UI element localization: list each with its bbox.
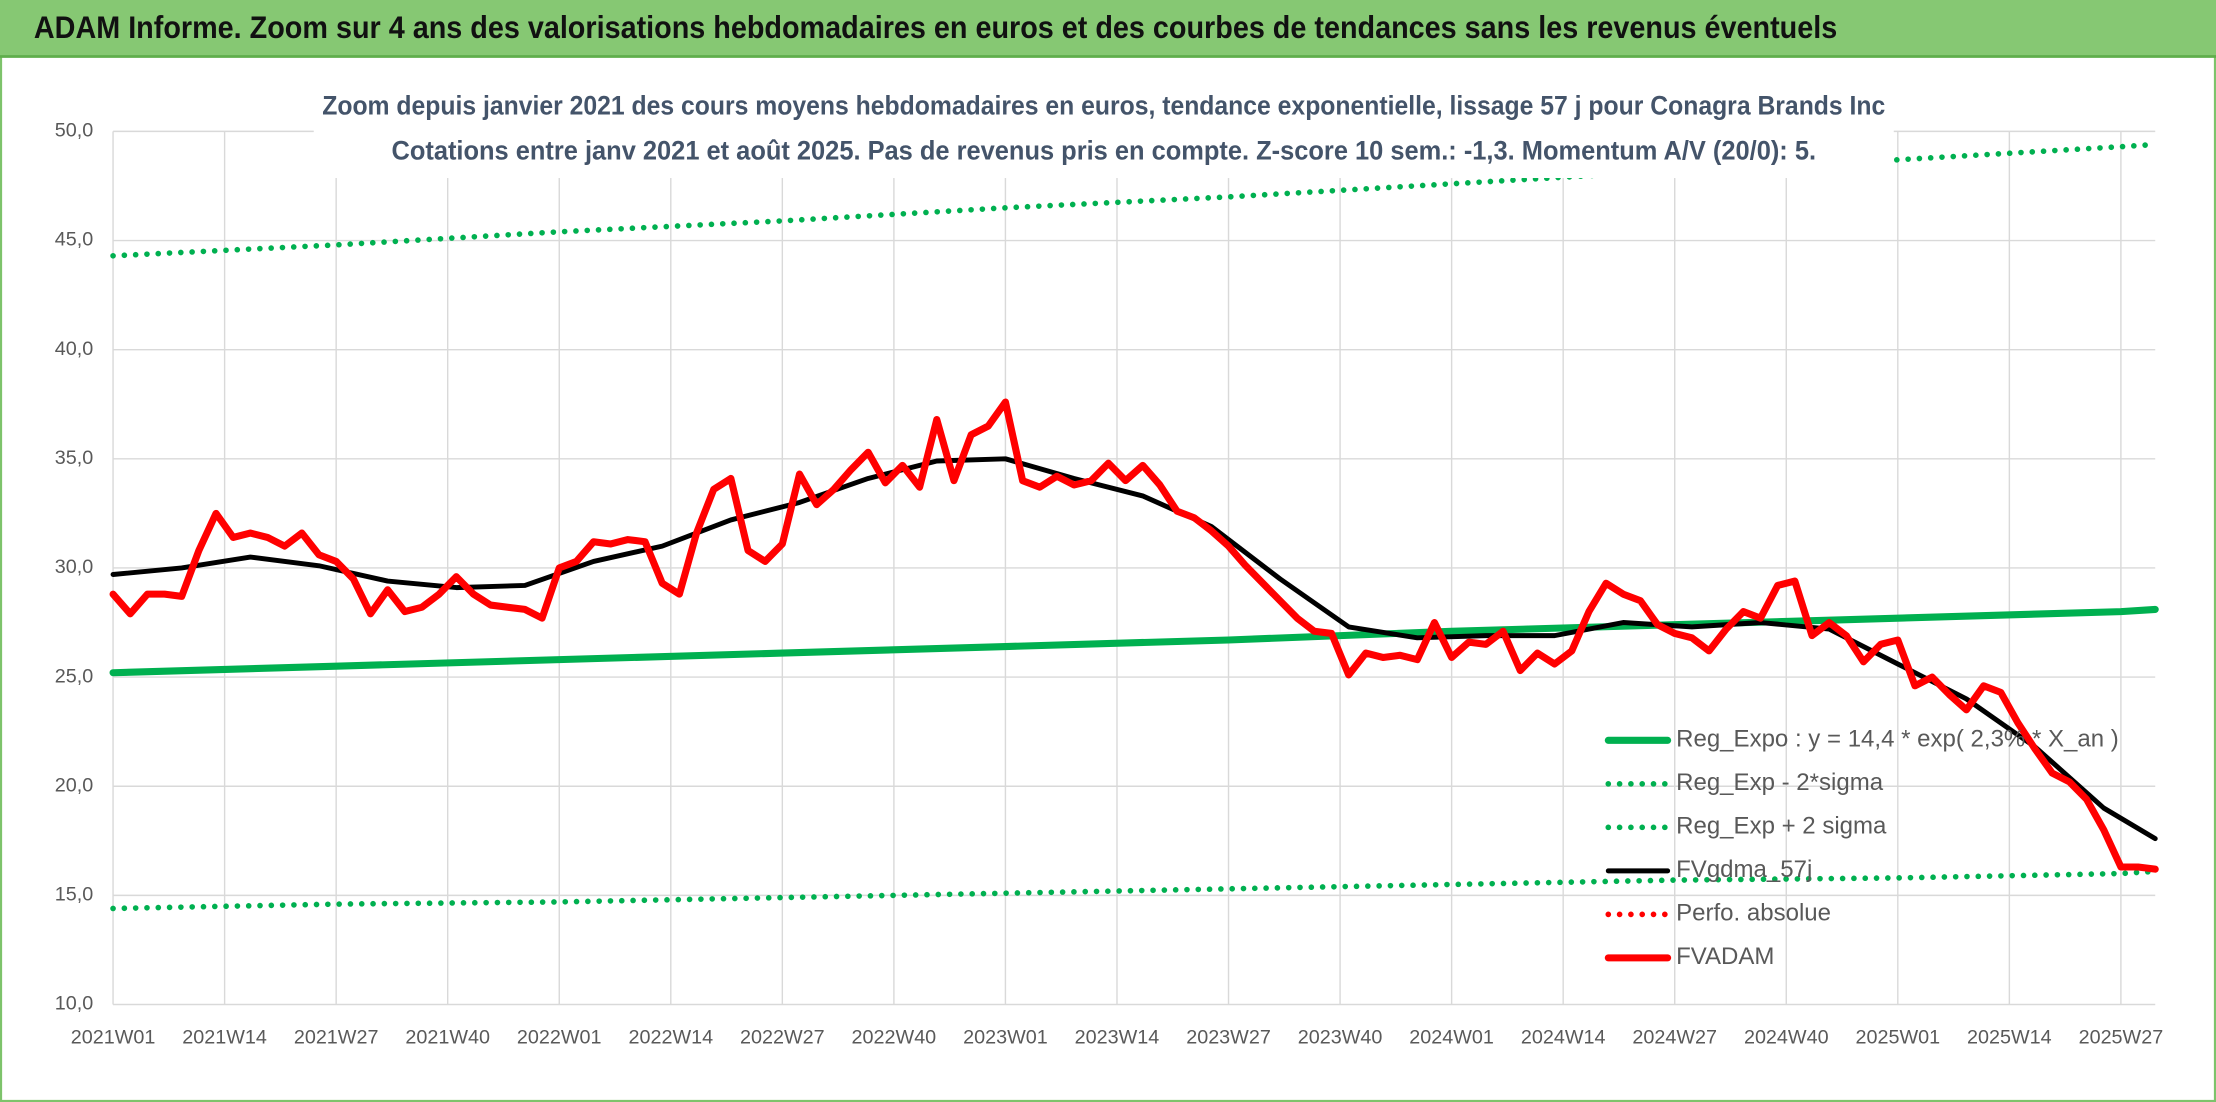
x-tick-label: 2024W14: [1521, 1027, 1606, 1049]
subtitle: Cotations entre janv 2021 et août 2025. …: [391, 136, 1816, 166]
x-tick-label: 2024W40: [1744, 1027, 1829, 1049]
x-tick-label: 2024W27: [1632, 1027, 1717, 1049]
x-tick-label: 2024W01: [1409, 1027, 1494, 1049]
legend: Reg_Expo : y = 14,4 * exp( 2,3% * X_an )…: [1604, 726, 2119, 970]
plot: [109, 141, 2159, 912]
x-tick-label: 2022W40: [852, 1027, 937, 1049]
x-tick-label: 2021W40: [405, 1027, 490, 1049]
subtitle-box: [313, 81, 1894, 179]
chart-title: ADAM Informe. Zoom sur 4 ans des valoris…: [34, 10, 1837, 45]
x-tick-label: 2021W27: [294, 1027, 379, 1049]
series-line: [109, 398, 2159, 873]
x-tick-label: 2023W14: [1075, 1027, 1160, 1049]
series-line: [110, 456, 2158, 842]
y-tick-label: 10,0: [55, 993, 93, 1015]
y-tick-label: 30,0: [55, 556, 93, 578]
series-line: [109, 605, 2159, 677]
y-tick-label: 40,0: [55, 338, 93, 360]
series-line: [110, 868, 2159, 912]
x-tick-label: 2025W01: [1855, 1027, 1940, 1049]
x-tick-label: 2022W27: [740, 1027, 825, 1049]
x-tick-label: 2025W27: [2079, 1027, 2164, 1049]
y-tick-label: 25,0: [55, 665, 93, 687]
legend-label: Reg_Expo : y = 14,4 * exp( 2,3% * X_an ): [1676, 726, 2119, 753]
y-tick-label: 35,0: [55, 447, 93, 469]
y-tick-label: 50,0: [55, 120, 93, 142]
y-tick-label: 15,0: [55, 884, 93, 906]
x-tick-label: 2021W01: [71, 1027, 156, 1049]
legend-label: FVADAM: [1676, 943, 1774, 970]
x-tick-label: 2025W14: [1967, 1027, 2052, 1049]
series-line: [110, 141, 2159, 259]
x-tick-label: 2022W14: [628, 1027, 713, 1049]
x-tick-label: 2023W01: [963, 1027, 1048, 1049]
header-band: [0, 0, 2216, 57]
y-tick-label: 45,0: [55, 229, 93, 251]
legend-label: Reg_Exp + 2 sigma: [1676, 813, 1887, 840]
x-tick-label: 2023W27: [1186, 1027, 1271, 1049]
legend-label: Reg_Exp - 2*sigma: [1676, 769, 1884, 796]
x-tick-label: 2022W01: [517, 1027, 602, 1049]
legend-label: Perfo. absolue: [1676, 900, 1831, 927]
y-tick-label: 20,0: [55, 774, 93, 796]
subtitle: Zoom depuis janvier 2021 des cours moyen…: [322, 90, 1885, 120]
legend-label: FVgdma_57j: [1676, 856, 1812, 883]
x-tick-label: 2023W40: [1298, 1027, 1383, 1049]
grid: 10,0 15,0 20,0 25,0 30,0 35,0 40,0 45,0 50,0 2021…: [55, 120, 2163, 1049]
x-tick-label: 2021W14: [182, 1027, 267, 1049]
